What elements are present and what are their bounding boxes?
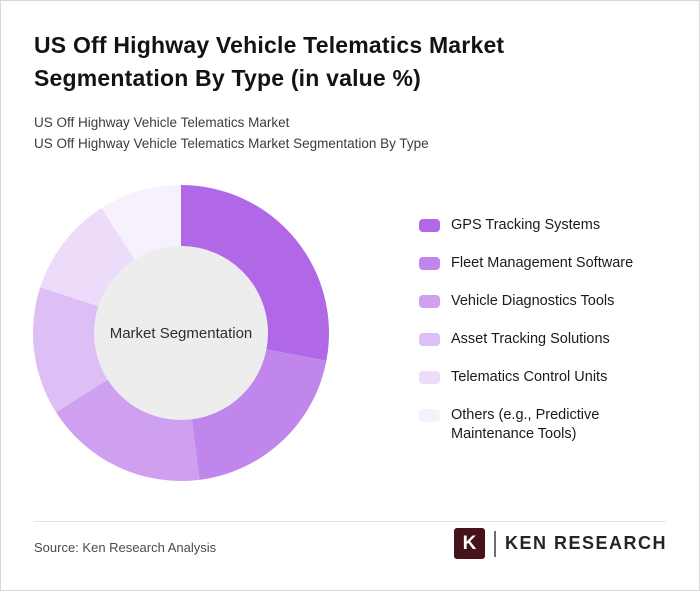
subtitle-line-1: US Off Highway Vehicle Telematics Market (34, 115, 290, 130)
source-text: Source: Ken Research Analysis (34, 540, 217, 555)
logo-k-icon: K (453, 528, 485, 559)
logo-text: KEN RESEARCH (504, 533, 667, 553)
footer-divider (34, 521, 666, 522)
legend-swatch (419, 219, 440, 232)
ken-research-logo: K KEN RESEARCH (453, 528, 667, 559)
page-title: US Off Highway Vehicle Telematics Market… (34, 32, 505, 91)
legend-swatch (419, 295, 440, 308)
legend-label: Others (e.g., Predictive Maintenance Too… (451, 407, 600, 442)
donut-chart (32, 185, 330, 481)
donut-hole (94, 246, 268, 420)
legend-label: Fleet Management Software (451, 255, 634, 271)
legend-item: Others (e.g., Predictive Maintenance Too… (419, 406, 666, 444)
legend: GPS Tracking Systems Fleet Management Sof… (419, 216, 666, 463)
legend-label: GPS Tracking Systems (451, 217, 601, 233)
legend-item: Vehicle Diagnostics Tools (419, 292, 666, 311)
legend-label: Asset Tracking Solutions (451, 331, 610, 347)
logo-separator (493, 530, 496, 557)
legend-swatch (419, 257, 440, 270)
subtitle-block: US Off Highway Vehicle Telematics Market… (34, 112, 429, 154)
legend-item: GPS Tracking Systems (419, 216, 666, 235)
legend-swatch (419, 371, 440, 384)
subtitle-line-2: US Off Highway Vehicle Telematics Market… (34, 136, 429, 151)
legend-item: Telematics Control Units (419, 368, 666, 387)
legend-item: Asset Tracking Solutions (419, 330, 666, 349)
legend-swatch (419, 333, 440, 346)
legend-swatch (419, 409, 440, 422)
legend-label: Vehicle Diagnostics Tools (451, 293, 615, 309)
legend-item: Fleet Management Software (419, 254, 666, 273)
legend-label: Telematics Control Units (451, 369, 608, 385)
